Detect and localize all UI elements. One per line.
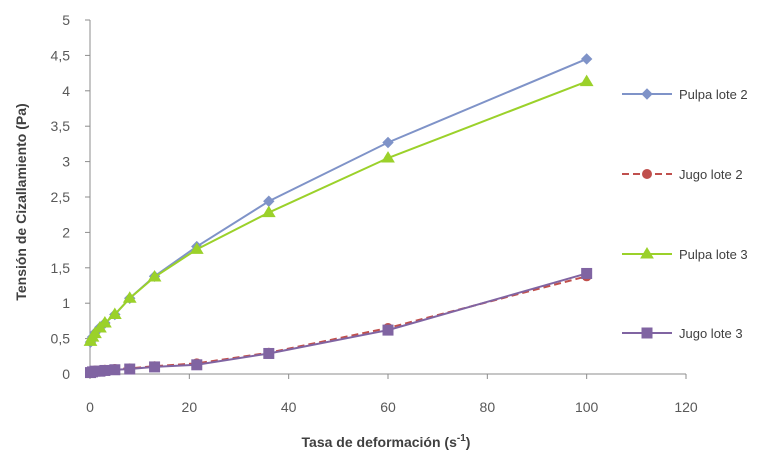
data-point (147, 270, 162, 282)
data-point (98, 316, 112, 328)
legend-swatch-marker (641, 327, 653, 339)
x-tick-label: 0 (86, 399, 94, 415)
data-point (124, 363, 136, 375)
series-line (90, 272, 587, 374)
y-tick-label: 0 (62, 366, 70, 382)
data-point (579, 74, 594, 87)
data-point (261, 205, 276, 218)
data-point (109, 364, 121, 376)
y-tick-label: 3 (62, 154, 70, 170)
x-tick-label: 60 (380, 399, 396, 415)
legend-item: Jugo lote 3 (622, 326, 743, 341)
x-tick-label: 120 (674, 399, 698, 415)
series-line (89, 58, 588, 343)
legend-item: Pulpa lote 2 (622, 87, 748, 102)
data-point (191, 359, 203, 371)
y-tick-label: 3,5 (51, 118, 71, 134)
data-point (263, 347, 275, 359)
legend-label: Jugo lote 3 (679, 326, 743, 341)
data-point (122, 291, 137, 303)
y-tick-label: 0,5 (51, 331, 71, 347)
series-pulpa-lote-3 (83, 74, 594, 346)
data-point (382, 324, 394, 336)
legend: Pulpa lote 2 Jugo lote 2 Pulpa lote 3 Jugo … (622, 87, 748, 341)
series-layer (83, 53, 594, 379)
y-ticks: 0 0,5 1 1,5 2 2,5 3 3,5 4 4,5 5 (51, 12, 90, 382)
data-point (149, 361, 161, 373)
series-pulpa-lote-2 (84, 53, 593, 348)
x-axis-title: Tasa de deformación (s-1) (302, 433, 471, 450)
series-line (90, 275, 587, 373)
data-point (88, 326, 102, 339)
legend-swatch-marker (641, 88, 653, 100)
series-jugo-lote-2 (85, 271, 592, 377)
series-line (89, 80, 588, 342)
legend-swatch-marker (642, 169, 652, 179)
legend-label: Pulpa lote 3 (679, 247, 748, 262)
legend-item: Jugo lote 2 (622, 167, 743, 182)
y-tick-label: 4 (62, 83, 70, 99)
x-tick-label: 40 (281, 399, 297, 415)
data-point (189, 242, 204, 254)
x-axis-title-end: ) (466, 434, 471, 450)
legend-swatch-marker (640, 247, 654, 259)
y-tick-label: 1,5 (51, 260, 71, 276)
series-jugo-lote-3 (84, 267, 593, 379)
legend-item: Pulpa lote 3 (622, 247, 748, 262)
x-tick-label: 20 (182, 399, 198, 415)
y-tick-label: 1 (62, 295, 70, 311)
y-tick-label: 4,5 (51, 47, 71, 63)
x-axis-title-sup: -1 (457, 433, 466, 444)
data-point (99, 364, 111, 376)
axes (89, 20, 686, 375)
y-axis-title: Tensión de Cizallamiento (Pa) (13, 103, 29, 300)
y-tick-label: 5 (62, 12, 70, 28)
data-point (382, 136, 394, 149)
legend-label: Jugo lote 2 (679, 167, 743, 182)
data-point (263, 195, 275, 207)
x-tick-label: 80 (480, 399, 496, 415)
legend-label: Pulpa lote 2 (679, 87, 748, 102)
x-tick-label: 100 (575, 399, 599, 415)
x-ticks: 0 20 40 60 80 100 120 (86, 374, 698, 415)
data-point (581, 267, 593, 279)
y-tick-label: 2 (62, 224, 70, 240)
data-point (381, 151, 395, 163)
data-point (580, 53, 593, 65)
x-axis-title-main: Tasa de deformación (s (302, 434, 458, 450)
data-point (107, 307, 122, 320)
y-tick-label: 2,5 (51, 189, 71, 205)
